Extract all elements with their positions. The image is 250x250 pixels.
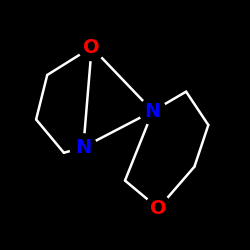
Circle shape — [70, 134, 97, 160]
Circle shape — [78, 34, 105, 60]
Text: O: O — [83, 38, 100, 57]
Circle shape — [140, 98, 166, 124]
Text: O: O — [150, 199, 167, 218]
Text: N: N — [75, 138, 92, 157]
Circle shape — [145, 195, 172, 222]
Text: N: N — [145, 102, 161, 120]
